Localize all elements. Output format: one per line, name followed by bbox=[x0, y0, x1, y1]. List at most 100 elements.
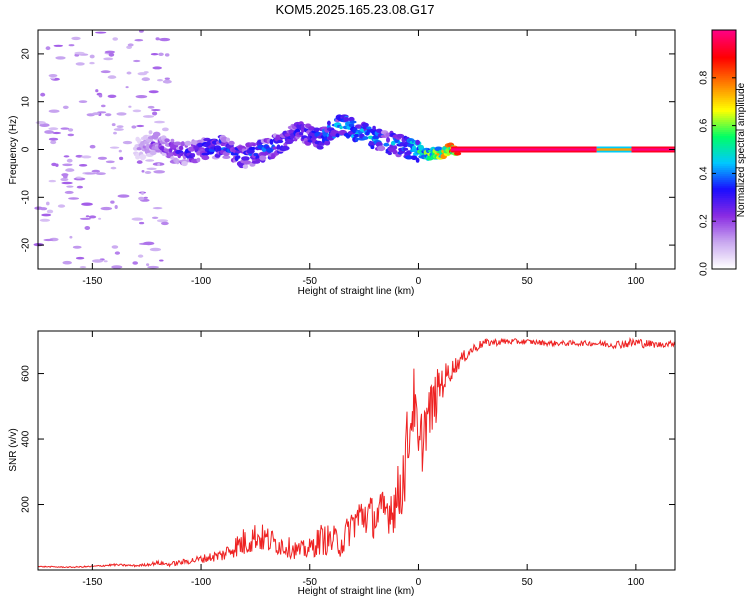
colorbar-step bbox=[712, 97, 736, 101]
colorbar-step bbox=[712, 207, 736, 210]
noise-blob bbox=[111, 245, 119, 249]
ridge-blob bbox=[184, 140, 192, 146]
noise-blob bbox=[46, 201, 50, 206]
noise-blob bbox=[149, 247, 162, 252]
colorbar-step bbox=[712, 245, 736, 248]
noise-blob bbox=[101, 104, 106, 108]
noise-blob bbox=[164, 53, 170, 57]
noise-blob bbox=[89, 144, 96, 149]
ridge-blob bbox=[348, 116, 355, 122]
spectrogram-ylabel: Frequency (Hz) bbox=[8, 116, 19, 185]
ridge-blob bbox=[142, 145, 147, 149]
ridge-blob bbox=[386, 137, 390, 143]
noise-blob bbox=[95, 31, 107, 34]
ridge-blob bbox=[197, 142, 204, 148]
colorbar-step bbox=[712, 171, 736, 174]
ridge-blob bbox=[410, 155, 418, 161]
colorbar-step bbox=[712, 45, 736, 49]
y-tick-label: 600 bbox=[21, 365, 32, 382]
chart-title: KOM5.2025.165.23.08.G17 bbox=[275, 2, 434, 17]
noise-blob bbox=[79, 266, 87, 269]
snr-ticks: -150 -100 -50 0 50 100 200 400 600 bbox=[21, 331, 675, 588]
tone-band-core bbox=[631, 148, 675, 151]
x-tick-label: 50 bbox=[522, 577, 534, 588]
colorbar-step bbox=[712, 143, 736, 147]
ridge-blob bbox=[196, 151, 201, 156]
noise-blob bbox=[48, 74, 58, 78]
noise-blob bbox=[157, 163, 161, 166]
noise-blob bbox=[164, 77, 170, 80]
colorbar-step bbox=[712, 65, 736, 69]
noise-blob bbox=[76, 185, 83, 189]
colorbar-step bbox=[712, 141, 736, 145]
noise-blob bbox=[62, 260, 72, 265]
colorbar-step bbox=[712, 131, 736, 135]
y-tick-label: 20 bbox=[21, 48, 32, 60]
ridge-blob bbox=[179, 145, 184, 151]
ridge-blob bbox=[220, 136, 229, 143]
spectrogram-xlabel: Height of straight line (km) bbox=[298, 286, 415, 297]
noise-blob bbox=[91, 112, 100, 116]
colorbar-step bbox=[712, 161, 736, 164]
colorbar-step bbox=[712, 225, 736, 228]
colorbar-step bbox=[712, 43, 736, 47]
noise-blob bbox=[35, 121, 46, 125]
ridge-blob bbox=[281, 145, 290, 151]
ridge-blob bbox=[339, 125, 343, 130]
noise-blob bbox=[46, 209, 54, 214]
noise-blob bbox=[155, 37, 160, 41]
ridge-blob bbox=[353, 133, 361, 138]
noise-blob bbox=[125, 86, 129, 89]
colorbar-step bbox=[712, 111, 736, 115]
tone-band-core bbox=[451, 148, 597, 151]
ridge-blob bbox=[252, 143, 256, 147]
ridge-blob bbox=[415, 139, 420, 146]
noise-blob bbox=[154, 120, 165, 124]
noise-blob bbox=[108, 52, 115, 57]
colorbar-step bbox=[712, 83, 736, 87]
noise-blob bbox=[51, 162, 57, 167]
colorbar-step bbox=[712, 197, 736, 200]
snr-ylabel: SNR (v/v) bbox=[8, 428, 19, 471]
colorbar-step bbox=[712, 173, 736, 176]
ridge-blob bbox=[372, 125, 376, 131]
noise-blob bbox=[91, 169, 101, 173]
colorbar-frame bbox=[711, 29, 737, 270]
noise-blob bbox=[148, 130, 153, 135]
colorbar-step bbox=[712, 139, 736, 143]
noise-blob bbox=[65, 168, 75, 172]
colorbar-step bbox=[712, 67, 736, 71]
noise-blob bbox=[162, 127, 169, 132]
colorbar-step bbox=[712, 255, 736, 258]
noise-blob bbox=[98, 94, 103, 98]
ridge-blob bbox=[335, 133, 340, 138]
ridge-blob bbox=[276, 144, 281, 151]
noise-blob bbox=[89, 61, 95, 65]
noise-blob bbox=[122, 140, 133, 145]
noise-blob bbox=[148, 90, 159, 94]
noise-blob bbox=[84, 172, 97, 175]
noise-blob bbox=[141, 191, 144, 195]
colorbar-step bbox=[712, 215, 736, 218]
x-tick-label: 50 bbox=[522, 276, 534, 287]
noise-blob bbox=[75, 176, 83, 179]
colorbar-step bbox=[712, 133, 736, 137]
colorbar-step bbox=[712, 33, 736, 37]
noise-blob bbox=[126, 45, 132, 49]
colorbar-step bbox=[712, 95, 736, 99]
noise-blob bbox=[97, 111, 107, 114]
noise-blob bbox=[110, 166, 117, 170]
ridge-blob bbox=[392, 145, 398, 151]
colorbar-tick-label: 0.4 bbox=[699, 166, 710, 180]
colorbar-step bbox=[712, 165, 736, 168]
colorbar-step bbox=[712, 189, 736, 192]
noise-blob bbox=[114, 251, 120, 255]
colorbar-step bbox=[712, 147, 736, 150]
x-tick-label: -150 bbox=[82, 276, 102, 287]
colorbar-step bbox=[712, 267, 736, 270]
noise-blob bbox=[55, 56, 66, 60]
colorbar-step bbox=[712, 181, 736, 184]
colorbar-step bbox=[712, 113, 736, 117]
ridge-blob bbox=[343, 116, 350, 123]
